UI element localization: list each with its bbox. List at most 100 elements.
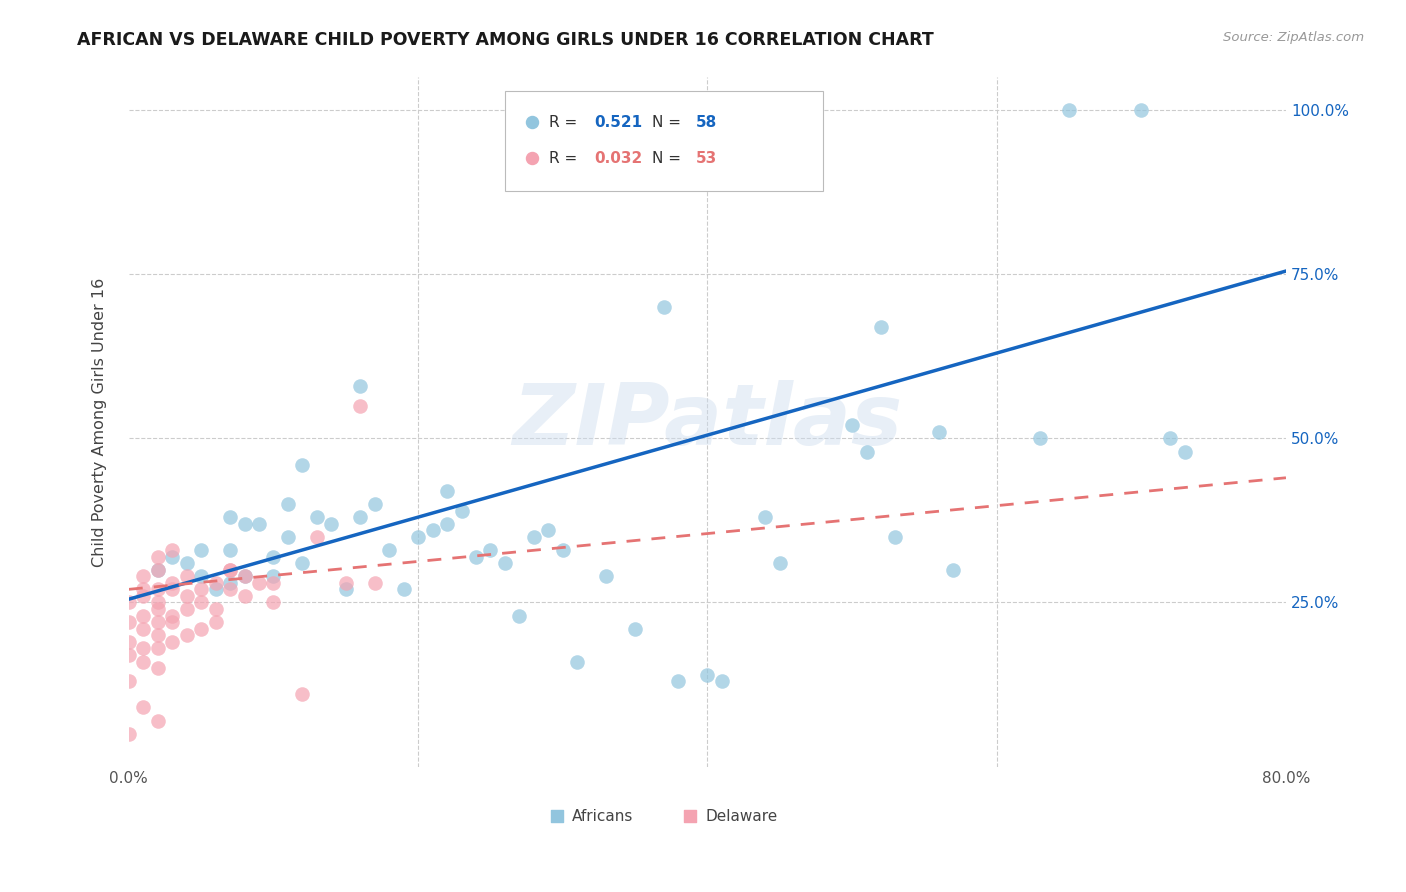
- Point: [436, 483, 458, 498]
- Point: [162, 549, 184, 564]
- Point: [406, 530, 429, 544]
- Point: [233, 589, 256, 603]
- Point: [335, 575, 357, 590]
- Point: [118, 648, 141, 662]
- Point: [378, 543, 401, 558]
- Point: [146, 661, 169, 675]
- Point: [162, 608, 184, 623]
- Point: [928, 425, 950, 439]
- Point: [118, 595, 141, 609]
- Point: [146, 615, 169, 629]
- Point: [132, 582, 155, 597]
- Point: [132, 589, 155, 603]
- Point: [1029, 431, 1052, 445]
- Point: [233, 569, 256, 583]
- Point: [118, 615, 141, 629]
- Point: [870, 319, 893, 334]
- Point: [132, 641, 155, 656]
- Point: [162, 615, 184, 629]
- Point: [349, 510, 371, 524]
- Point: [263, 595, 285, 609]
- Point: [219, 563, 242, 577]
- Point: [263, 575, 285, 590]
- Point: [190, 543, 212, 558]
- Point: [146, 628, 169, 642]
- Point: [132, 622, 155, 636]
- Point: [820, 806, 842, 821]
- Point: [146, 563, 169, 577]
- Text: Delaware: Delaware: [704, 809, 778, 823]
- Text: ZIPatlas: ZIPatlas: [512, 381, 903, 464]
- Point: [754, 510, 776, 524]
- Point: [233, 516, 256, 531]
- Point: [219, 543, 242, 558]
- Point: [277, 530, 299, 544]
- Point: [508, 608, 530, 623]
- Point: [146, 602, 169, 616]
- Point: [190, 595, 212, 609]
- Point: [176, 556, 198, 570]
- Point: [450, 503, 472, 517]
- Point: [349, 399, 371, 413]
- Point: [537, 523, 560, 537]
- Point: [652, 806, 675, 821]
- Point: [1057, 103, 1080, 118]
- Point: [176, 602, 198, 616]
- Point: [291, 687, 314, 701]
- Point: [392, 582, 415, 597]
- Point: [364, 575, 387, 590]
- Text: 0.032: 0.032: [593, 151, 643, 166]
- Point: [233, 569, 256, 583]
- Point: [204, 615, 226, 629]
- Point: [668, 674, 690, 689]
- Point: [162, 543, 184, 558]
- Point: [219, 563, 242, 577]
- Point: [190, 582, 212, 597]
- Point: [132, 700, 155, 714]
- Point: [263, 569, 285, 583]
- Point: [219, 582, 242, 597]
- Point: [652, 300, 675, 314]
- Text: N =: N =: [652, 115, 686, 129]
- Point: [176, 569, 198, 583]
- Point: [349, 379, 371, 393]
- Point: [247, 575, 270, 590]
- Point: [291, 458, 314, 472]
- Text: 58: 58: [696, 115, 717, 129]
- Text: 53: 53: [696, 151, 717, 166]
- Point: [567, 655, 589, 669]
- Point: [176, 589, 198, 603]
- Point: [710, 674, 733, 689]
- Point: [884, 530, 907, 544]
- Point: [321, 516, 343, 531]
- Point: [595, 569, 617, 583]
- Point: [1159, 431, 1181, 445]
- Point: [146, 549, 169, 564]
- Point: [335, 582, 357, 597]
- Point: [204, 602, 226, 616]
- Text: Africans: Africans: [572, 809, 633, 823]
- Point: [1174, 444, 1197, 458]
- Text: Source: ZipAtlas.com: Source: ZipAtlas.com: [1223, 31, 1364, 45]
- Point: [621, 145, 644, 160]
- Point: [696, 667, 718, 681]
- Point: [291, 556, 314, 570]
- Point: [204, 582, 226, 597]
- Point: [621, 180, 644, 194]
- Point: [118, 635, 141, 649]
- Text: N =: N =: [652, 151, 686, 166]
- Point: [190, 622, 212, 636]
- Text: R =: R =: [548, 151, 582, 166]
- Point: [523, 530, 546, 544]
- Y-axis label: Child Poverty Among Girls Under 16: Child Poverty Among Girls Under 16: [93, 277, 107, 566]
- Point: [277, 497, 299, 511]
- Point: [219, 575, 242, 590]
- Point: [132, 608, 155, 623]
- Point: [263, 549, 285, 564]
- Point: [942, 563, 965, 577]
- Point: [146, 563, 169, 577]
- Text: R =: R =: [548, 115, 582, 129]
- Point: [146, 582, 169, 597]
- Point: [146, 595, 169, 609]
- Point: [118, 727, 141, 741]
